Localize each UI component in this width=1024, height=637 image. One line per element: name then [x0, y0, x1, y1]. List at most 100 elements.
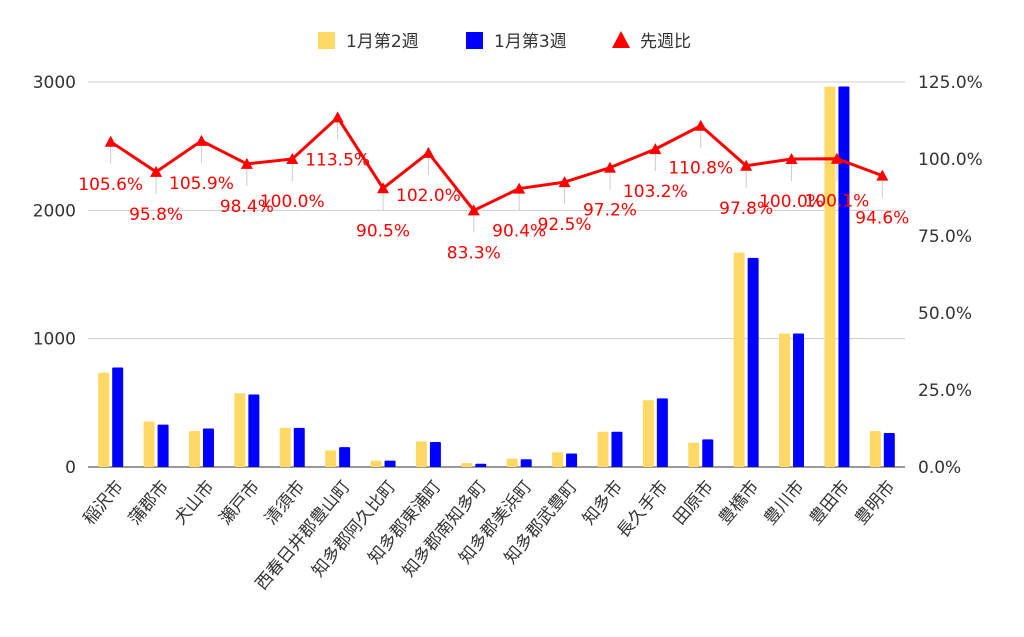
bar-week3	[339, 447, 351, 467]
ratio-point	[830, 152, 843, 164]
bar-week2	[415, 441, 427, 467]
bar-week3	[883, 432, 895, 467]
bar-week2	[325, 450, 337, 467]
bar-week2	[779, 333, 791, 467]
bar-week3	[747, 257, 759, 467]
bar-week2	[279, 427, 291, 467]
bar-week2	[642, 400, 654, 467]
ratio-point	[513, 182, 526, 194]
bar-week3	[475, 463, 487, 467]
bar-week3	[248, 394, 260, 467]
ratio-data-label: 90.5%	[356, 221, 410, 241]
ratio-data-label: 105.9%	[169, 174, 234, 194]
bar-week2	[143, 421, 155, 467]
legend-swatch-week2	[318, 32, 335, 49]
bar-week2	[552, 452, 564, 467]
ratio-point	[603, 161, 616, 173]
bar-week3	[202, 428, 214, 467]
bar-week3	[611, 431, 623, 467]
ratio-point	[740, 159, 753, 171]
category-label: 田原市	[670, 477, 718, 529]
ratio-line: 105.6%95.8%105.9%98.4%100.0%113.5%90.5%1…	[78, 111, 909, 263]
category-label: 豊橋市	[715, 477, 763, 529]
category-label: 豊田市	[806, 477, 854, 529]
ratio-data-label: 97.8%	[719, 199, 773, 219]
right-tick-label: 50.0%	[918, 304, 972, 324]
bar-week3	[702, 439, 714, 467]
legend-swatch-week3	[466, 32, 483, 49]
bar-week3	[384, 460, 396, 467]
legend-label: 1月第2週	[346, 32, 419, 52]
legend: 1月第2週 1月第3週 先週比	[318, 31, 691, 52]
category-label: 豊川市	[760, 477, 808, 529]
bar-week2	[824, 86, 836, 467]
ratio-point	[558, 176, 571, 188]
legend-label: 先週比	[640, 32, 691, 52]
bar-week2	[869, 431, 881, 467]
legend-label: 1月第3週	[494, 32, 567, 52]
right-tick-label: 25.0%	[918, 381, 972, 401]
ratio-data-label: 100.0%	[260, 192, 325, 212]
bar-week2	[688, 442, 700, 467]
ratio-point	[195, 134, 208, 146]
left-tick-label: 1000	[33, 330, 76, 350]
left-tick-label: 0	[65, 458, 76, 478]
gridlines	[88, 81, 905, 468]
ratio-data-label: 105.6%	[78, 175, 143, 195]
right-tick-label: 0.0%	[918, 458, 961, 478]
bar-week3	[566, 453, 578, 467]
ratio-point	[876, 169, 889, 181]
ratio-point	[286, 153, 299, 164]
ratio-data-label: 97.2%	[583, 201, 637, 221]
category-label: 瀬戸市	[216, 477, 264, 529]
bar-week2	[370, 460, 382, 467]
bar-week2	[234, 393, 246, 467]
ratio-point	[104, 135, 117, 147]
bar-week3	[157, 424, 169, 467]
bar-week3	[656, 398, 668, 467]
ratio-data-label: 100.0%	[759, 192, 824, 212]
bar-week2	[188, 431, 200, 467]
ratio-point	[422, 146, 435, 158]
right-tick-label: 125.0%	[918, 73, 983, 93]
ratio-data-label: 98.4%	[220, 197, 274, 217]
ratio-data-label: 110.8%	[668, 159, 733, 179]
bar-week3	[293, 427, 305, 467]
ratio-point	[785, 153, 798, 164]
right-tick-label: 75.0%	[918, 227, 972, 247]
category-label: 稲沢市	[80, 477, 128, 529]
bar-week2	[506, 458, 518, 467]
category-label: 豊明市	[851, 477, 899, 529]
ratio-data-label: 102.0%	[396, 186, 461, 206]
ratio-data-label: 95.8%	[129, 205, 183, 225]
ratio-point	[467, 204, 480, 216]
ratio-data-label: 113.5%	[305, 150, 370, 170]
bar-week3	[793, 333, 805, 467]
bars	[98, 86, 895, 467]
left-tick-label: 2000	[33, 201, 76, 221]
ratio-point	[377, 182, 390, 194]
ratio-point	[150, 165, 163, 177]
ratio-data-label: 83.3%	[447, 243, 501, 263]
legend-swatch-ratio	[612, 31, 630, 48]
bar-week3	[520, 459, 532, 467]
ratio-data-label: 103.2%	[623, 182, 688, 202]
ratio-point	[649, 143, 662, 155]
bar-week3	[429, 441, 441, 467]
ratio-line-path	[109, 115, 883, 212]
ratio-data-label: 100.1%	[805, 192, 870, 212]
ratio-data-label: 90.4%	[492, 222, 546, 242]
category-label: 蒲郡市	[125, 477, 173, 529]
bar-week3	[112, 367, 124, 467]
ratio-point	[331, 111, 344, 123]
bar-week2	[733, 252, 745, 467]
ratio-point	[240, 157, 253, 169]
ratio-data-label: 92.5%	[538, 215, 592, 235]
right-tick-label: 100.0%	[918, 150, 983, 170]
left-tick-label: 3000	[33, 73, 76, 93]
bar-week2	[98, 372, 110, 467]
ratio-data-label: 94.6%	[855, 209, 909, 229]
category-label: 犬山市	[170, 477, 218, 529]
bar-week2	[461, 463, 473, 467]
